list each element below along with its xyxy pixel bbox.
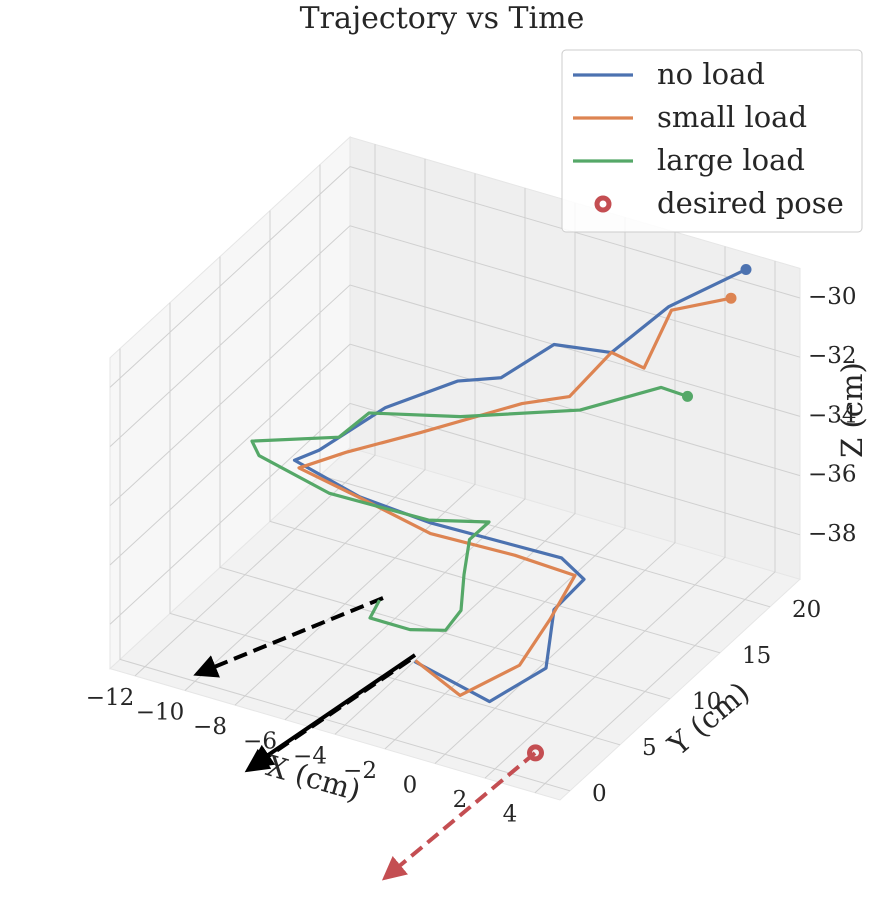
y-tick-label: 15 bbox=[742, 643, 771, 669]
z-axis-title: Z (cm) bbox=[835, 362, 869, 458]
start-point bbox=[725, 292, 737, 304]
x-tick-label: −2 bbox=[343, 758, 377, 784]
trajectory-line bbox=[292, 268, 747, 704]
z-tick-label: −36 bbox=[808, 462, 857, 488]
z-tick-label: −30 bbox=[808, 284, 857, 310]
y-tick-label: 5 bbox=[642, 735, 657, 761]
grid-line bbox=[119, 348, 571, 792]
grid-line bbox=[384, 217, 626, 750]
grid-line bbox=[269, 210, 721, 654]
pose-frames bbox=[193, 596, 537, 881]
grid-line bbox=[484, 246, 726, 779]
grid-line bbox=[109, 402, 801, 625]
grid-line bbox=[134, 144, 376, 677]
trajectory-line bbox=[250, 385, 689, 632]
grid-line bbox=[184, 158, 426, 691]
grid-line bbox=[534, 261, 776, 794]
x-tick-label: −8 bbox=[193, 714, 227, 740]
legend-marker bbox=[594, 195, 612, 213]
grid-line bbox=[434, 231, 676, 764]
target-point bbox=[527, 744, 544, 762]
legend-label: desired pose bbox=[657, 186, 844, 220]
grid-line bbox=[109, 166, 801, 388]
grid-line bbox=[109, 343, 801, 566]
legend-label: small load bbox=[657, 100, 807, 134]
grid-line bbox=[284, 188, 526, 721]
plot-area bbox=[250, 263, 752, 762]
chart-title: Trajectory vs Time bbox=[300, 1, 585, 36]
legend-box bbox=[561, 49, 863, 233]
x-tick-label: −6 bbox=[243, 729, 277, 755]
start-point bbox=[740, 263, 752, 275]
frame-arrow bbox=[193, 596, 384, 678]
legend: no load small load large load desired pose bbox=[561, 49, 863, 233]
grid-line bbox=[169, 302, 621, 746]
grid-line bbox=[234, 173, 476, 706]
grid bbox=[109, 144, 801, 794]
x-tick-label: 2 bbox=[453, 787, 468, 813]
grid-line bbox=[109, 284, 801, 507]
z-tick-label: −34 bbox=[808, 402, 857, 428]
frame-arrow bbox=[381, 751, 537, 881]
x-tick-label: −12 bbox=[86, 685, 135, 711]
grid-line bbox=[109, 225, 801, 447]
frame-arrow bbox=[244, 658, 412, 773]
legend-label: no load bbox=[657, 57, 765, 91]
legend-label: large load bbox=[657, 143, 805, 177]
x-tick-label: 0 bbox=[403, 773, 418, 799]
y-tick-label: 20 bbox=[792, 597, 821, 623]
y-tick-label: 0 bbox=[592, 781, 607, 807]
z-tick-label: −38 bbox=[808, 521, 857, 547]
trajectory-line bbox=[297, 296, 732, 698]
x-tick-label: −4 bbox=[293, 743, 327, 769]
grid-line bbox=[219, 256, 671, 700]
start-point bbox=[682, 390, 693, 402]
y-tick-label: 10 bbox=[692, 689, 721, 715]
x-tick-label: −10 bbox=[136, 700, 185, 726]
x-tick-label: 4 bbox=[503, 802, 518, 828]
z-tick-label: −32 bbox=[808, 343, 857, 369]
